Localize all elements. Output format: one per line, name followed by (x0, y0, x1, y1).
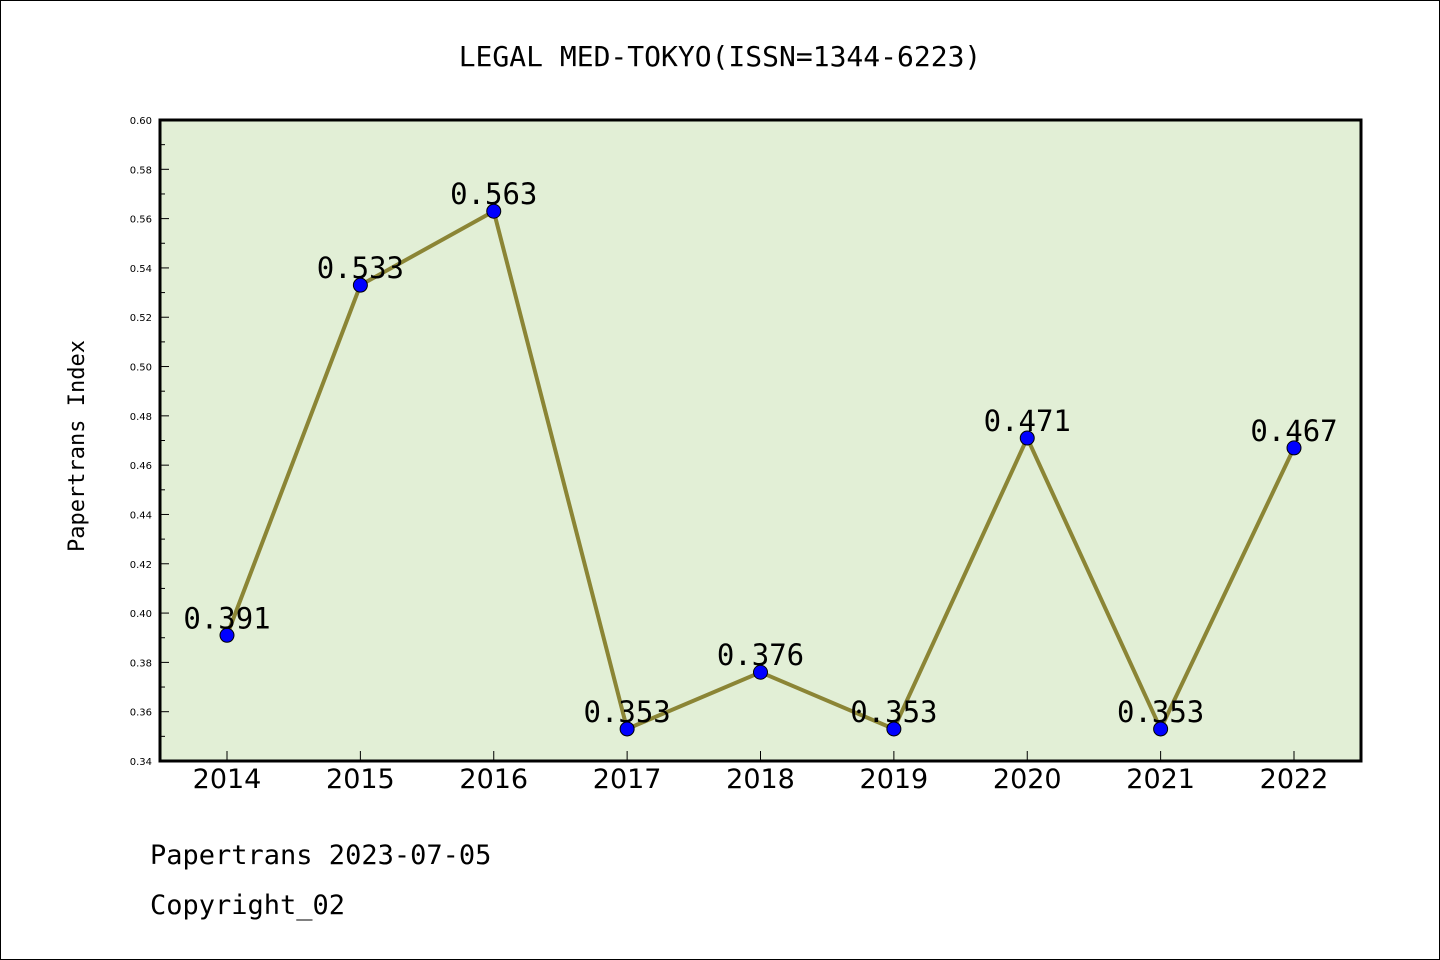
x-tick-label: 2017 (593, 764, 662, 795)
y-tick-label: 0.48 (130, 412, 152, 423)
y-tick-label: 0.50 (130, 363, 152, 374)
x-axis-ticks: 2014 2015 2016 2017 2018 2019 2020 2021 2022 (193, 751, 1329, 795)
y-tick-label: 0.42 (130, 560, 152, 571)
data-point (1019, 430, 1035, 446)
x-tick-label: 2016 (459, 764, 528, 795)
y-tick-label: 0.38 (130, 658, 152, 669)
y-tick-label: 0.60 (130, 116, 152, 127)
data-point (886, 721, 902, 737)
y-tick-label: 0.58 (130, 165, 152, 176)
data-label: 0.471 (984, 404, 1071, 438)
plot-area (160, 120, 1361, 761)
data-label: 0.353 (850, 695, 937, 729)
x-tick-label: 2014 (193, 764, 262, 795)
y-axis-ticks: 0.34 0.36 0.38 0.40 0.42 0.44 0.46 0.48 0.50 0.52… (130, 116, 169, 768)
x-tick-label: 2021 (1126, 764, 1195, 795)
y-tick-label: 0.52 (130, 313, 152, 324)
y-tick-label: 0.40 (130, 609, 152, 620)
series (219, 203, 1302, 737)
data-label: 0.353 (583, 695, 670, 729)
data-label: 0.376 (717, 638, 804, 672)
y-tick-label: 0.34 (130, 757, 152, 768)
data-point (1153, 721, 1169, 737)
y-tick-label: 0.44 (130, 510, 152, 521)
data-label: 0.563 (450, 177, 537, 211)
footer-date: Papertrans 2023-07-05 (150, 840, 491, 871)
x-tick-label: 2022 (1260, 764, 1329, 795)
x-tick-label: 2015 (326, 764, 395, 795)
data-point (753, 664, 768, 680)
x-tick-label: 2019 (860, 764, 929, 795)
data-label: 0.467 (1250, 414, 1337, 448)
data-point (219, 627, 235, 643)
y-tick-label: 0.36 (130, 708, 152, 719)
x-tick-label: 2018 (726, 764, 795, 795)
data-point (352, 277, 368, 293)
data-labels: 0.391 0.533 0.563 0.353 0.376 0.353 0.471 0.353… (183, 177, 1337, 729)
data-point (1286, 440, 1302, 456)
footer-copyright: Copyright_02 (150, 890, 345, 921)
y-tick-label: 0.56 (130, 215, 152, 226)
data-label: 0.391 (183, 601, 270, 635)
data-label: 0.353 (1117, 695, 1204, 729)
y-tick-label: 0.46 (130, 461, 152, 472)
y-tick-label: 0.54 (130, 264, 152, 275)
x-tick-label: 2020 (993, 764, 1062, 795)
plot-border (158, 118, 1363, 763)
y-axis-label: Papertrans Index (65, 340, 90, 552)
data-point (486, 203, 502, 219)
data-point (619, 721, 635, 737)
data-label: 0.533 (317, 251, 404, 285)
chart-title: LEGAL MED-TOKYO(ISSN=1344-6223) (459, 40, 982, 73)
